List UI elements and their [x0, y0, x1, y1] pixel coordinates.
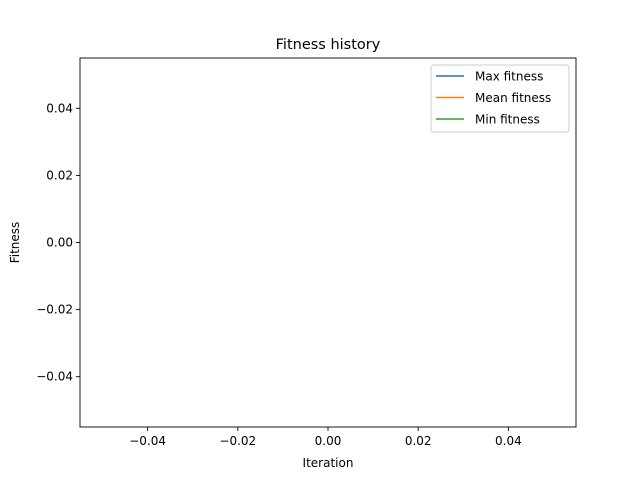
x-tick-label: 0.04 — [495, 434, 522, 448]
y-tick-label: 0.02 — [46, 168, 73, 182]
legend-label: Mean fitness — [475, 91, 551, 105]
x-tick-label: 0.00 — [315, 434, 342, 448]
y-tick-label: 0.00 — [46, 236, 73, 250]
legend-frame — [430, 64, 570, 133]
x-tick-label: −0.04 — [129, 434, 166, 448]
y-axis-label: Fitness — [8, 222, 22, 264]
x-axis-ticks: −0.04 −0.02 0.00 0.02 0.04 — [129, 427, 522, 448]
y-tick-label: 0.04 — [46, 101, 73, 115]
y-tick-label: −0.04 — [36, 370, 73, 384]
legend-label: Min fitness — [475, 113, 540, 127]
y-tick-label: −0.02 — [36, 303, 73, 317]
y-axis-ticks: −0.04 −0.02 0.00 0.02 0.04 — [36, 101, 80, 384]
x-tick-label: −0.02 — [219, 434, 256, 448]
x-tick-label: 0.02 — [405, 434, 432, 448]
x-axis-label: Iteration — [303, 456, 354, 470]
legend-items: Max fitness Mean fitness Min fitness — [436, 70, 551, 127]
chart-title: Fitness history — [276, 37, 381, 53]
legend: Max fitness Mean fitness Min fitness — [430, 64, 570, 133]
legend-label: Max fitness — [475, 70, 543, 84]
